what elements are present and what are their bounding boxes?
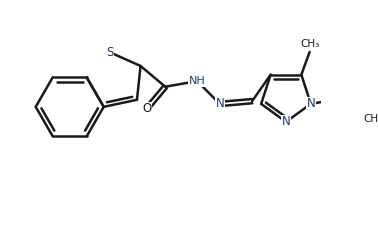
Text: N: N <box>307 97 315 110</box>
Text: NH: NH <box>189 76 206 86</box>
Text: S: S <box>106 46 113 59</box>
Text: N: N <box>282 115 290 128</box>
Text: CH₃: CH₃ <box>300 39 319 49</box>
Text: N: N <box>215 97 224 110</box>
Text: CH₃: CH₃ <box>364 114 378 124</box>
Text: O: O <box>142 103 151 115</box>
